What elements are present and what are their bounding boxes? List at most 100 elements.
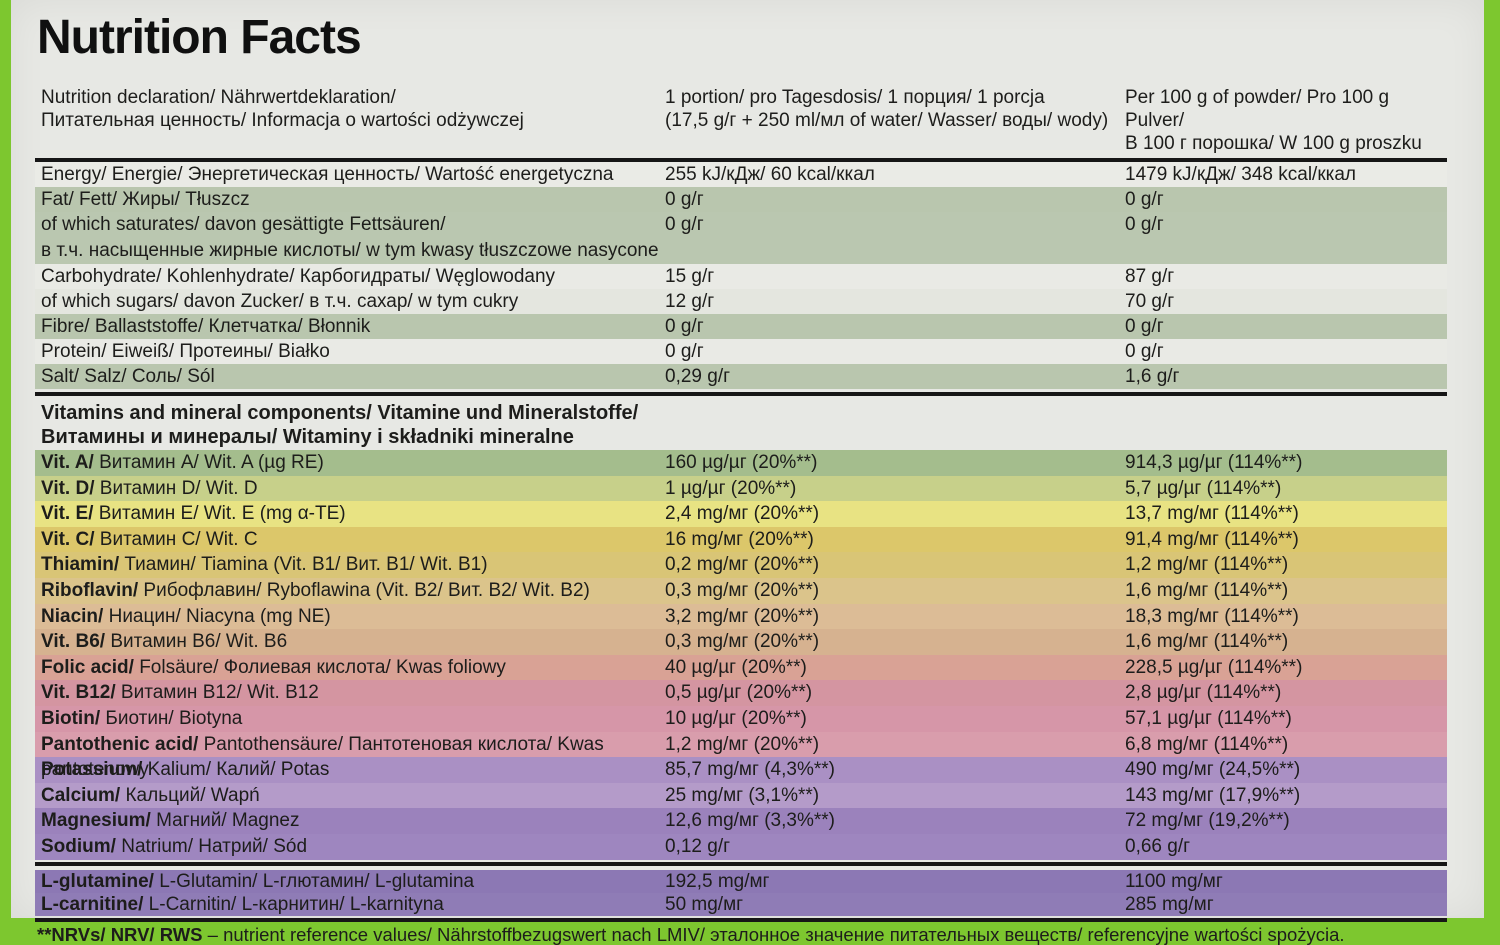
row-label-name: Vit. B12/ <box>41 682 116 704</box>
row-label: Sodium/ Natrium/ Натрий/ Sód <box>35 834 665 860</box>
row-label-rest: Витамин B6/ Wit. B6 <box>105 631 288 653</box>
row-value-per100: 285 mg/мг <box>1125 893 1214 915</box>
row-label-name: Potassium/ <box>41 759 143 781</box>
table-row-potassium: Potassium/ Kalium/ Калий/ Potas 85,7 mg/… <box>35 757 1447 783</box>
row-label: Vit. A/ Витамин A/ Wit. A (µg RE) <box>35 450 665 476</box>
row-value-portion: 255 kJ/кДж/ 60 kcal/ккал <box>665 164 875 185</box>
table-row-vit-b6: Vit. B6/ Витамин B6/ Wit. B6 0,3 mg/мг (… <box>35 629 1447 655</box>
table-row-fibre: Fibre/ Ballaststoffe/ Клетчатка/ Błonnik… <box>35 314 1447 339</box>
row-value-per100: 0 g/г <box>1125 214 1164 235</box>
row-value-portion: 1,2 mg/мг (20%**) <box>665 733 820 755</box>
table-row-vit-c: Vit. C/ Витамин C/ Wit. C 16 mg/мг (20%*… <box>35 526 1447 553</box>
row-value-portion: 0,2 mg/мг (20%**) <box>665 554 820 576</box>
row-value-portion: 12 g/г <box>665 291 715 312</box>
row-value-portion: 0 g/г <box>665 189 704 210</box>
table-row-fat: Fat/ Fett/ Жиры/ Tłuszcz 0 g/г 0 g/г <box>35 187 1447 212</box>
row-label: Protein/ Eiweiß/ Протеины/ Białko <box>41 341 330 362</box>
header-col-per100: Per 100 g of powder/ Pro 100 g Pulver/ В… <box>1125 86 1447 155</box>
table-row-sodium: Sodium/ Natrium/ Натрий/ Sód 0,12 g/г 0,… <box>35 833 1447 860</box>
row-label-rest: Pantothensäure/ Пантотеновая кислота/ Kw… <box>41 733 604 781</box>
row-value-per100: 70 g/г <box>1125 291 1175 312</box>
row-label-rest: Ниацин/ Niacyna (mg NE) <box>103 605 331 627</box>
table-row-biotin: Biotin/ Биотин/ Biotyna 10 µg/µг (20%**)… <box>35 705 1447 732</box>
row-label: Pantothenic acid/ Pantothensäure/ Пантот… <box>35 732 665 783</box>
divider-rule <box>35 392 1447 396</box>
table-row-folic-acid: Folic acid/ Folsäure/ Фолиевая кислота/ … <box>35 654 1447 681</box>
row-value-per100: 5,7 µg/µг (114%**) <box>1125 477 1282 499</box>
row-value-per100: 1100 mg/мг <box>1125 870 1223 892</box>
row-label: Energy/ Energie/ Энергетическая ценность… <box>41 164 614 185</box>
row-value-portion: 15 g/г <box>665 266 715 287</box>
row-value-per100: 87 g/г <box>1125 266 1175 287</box>
row-value-per100: 1,2 mg/мг (114%**) <box>1125 554 1289 576</box>
row-label-name: Vit. C/ <box>41 528 95 550</box>
row-label-rest: Рибофлавин/ Ryboflawina (Vit. B2/ Вит. B… <box>138 579 590 601</box>
vitamins-section-header: Vitamins and mineral components/ Vitamin… <box>35 396 1447 450</box>
table-row-magnesium: Magnesium/ Магний/ Magnez 12,6 mg/мг (3,… <box>35 808 1447 834</box>
row-value-portion: 0,3 mg/мг (20%**) <box>665 579 820 601</box>
row-label: Vit. D/ Витамин D/ Wit. D <box>35 476 665 502</box>
row-value-portion: 16 mg/мг (20%**) <box>665 528 814 550</box>
row-value-per100: 0 g/г <box>1125 189 1164 210</box>
row-value-per100: 228,5 µg/µг (114%**) <box>1125 656 1303 678</box>
row-label: L-glutamine/ L-Glutamin/ L-глютамин/ L-g… <box>35 870 665 893</box>
row-value-per100: 0 g/г <box>1125 341 1164 362</box>
row-value-portion: 0,12 g/г <box>665 835 731 857</box>
row-label-rest: Кальций/ Wapń <box>120 784 260 806</box>
table-row-pantothenic-acid: Pantothenic acid/ Pantothensäure/ Пантот… <box>35 731 1447 780</box>
table-row-salt: Salt/ Salz/ Соль/ Sól 0,29 g/г 1,6 g/г <box>35 364 1447 389</box>
row-label: Calcium/ Кальций/ Wapń <box>35 783 665 809</box>
header-portion-line1: 1 portion/ pro Tagesdosis/ 1 порция/ 1 p… <box>665 87 1045 108</box>
row-label-name: Vit. D/ <box>41 477 95 499</box>
divider-rule <box>35 917 1447 922</box>
header-per100-line2: В 100 г порошка/ W 100 g proszku <box>1125 133 1422 154</box>
table-row-thiamin: Thiamin/ Тиамин/ Tiamina (Vit. B1/ Вит. … <box>35 552 1447 578</box>
row-label: Riboflavin/ Рибофлавин/ Ryboflawina (Vit… <box>35 578 665 604</box>
row-label-name: Thiamin/ <box>41 554 120 576</box>
table-row-saturates: of which saturates/ davon gesättigte Fet… <box>35 212 1447 264</box>
row-value-per100: 72 mg/мг (19,2%**) <box>1125 810 1290 832</box>
row-value-per100: 57,1 µg/µг (114%**) <box>1125 707 1292 729</box>
table-row-riboflavin: Riboflavin/ Рибофлавин/ Ryboflawina (Vit… <box>35 577 1447 604</box>
row-label-rest: Витамин C/ Wit. C <box>94 528 258 550</box>
table-header-row: Nutrition declaration/ Nährwertdeklarati… <box>35 86 1447 155</box>
row-label-line1: of which saturates/ davon gesättigte Fet… <box>41 214 446 235</box>
row-value-per100: 1,6 g/г <box>1125 366 1180 387</box>
table-row-sugars: of which sugars/ davon Zucker/ в т.ч. са… <box>35 289 1447 314</box>
row-label: Salt/ Salz/ Соль/ Sól <box>41 366 215 387</box>
row-label-name: Vit. E/ <box>41 503 94 525</box>
header-per100-line1: Per 100 g of powder/ Pro 100 g Pulver/ <box>1125 87 1390 131</box>
table-row-energy: Energy/ Energie/ Энергетическая ценность… <box>35 162 1447 187</box>
vitamins-header-line1: Vitamins and mineral components/ Vitamin… <box>41 402 639 424</box>
row-value-portion: 192,5 mg/мг <box>665 870 770 892</box>
row-value-per100: 13,7 mg/мг (114%**) <box>1125 503 1299 525</box>
row-value-portion: 0,29 g/г <box>665 366 731 387</box>
row-label-name: Folic acid/ <box>41 656 134 678</box>
row-value-portion: 2,4 mg/мг (20%**) <box>665 503 820 525</box>
row-value-per100: 1479 kJ/кДж/ 348 kcal/ккал <box>1125 164 1357 185</box>
row-label-rest: Магний/ Magnez <box>150 810 300 832</box>
nutrition-label: Nutrition Facts Nutrition declaration/ N… <box>35 0 1447 945</box>
row-label: Thiamin/ Тиамин/ Tiamina (Vit. B1/ Вит. … <box>35 552 665 578</box>
row-value-portion: 3,2 mg/мг (20%**) <box>665 605 820 627</box>
row-label: Magnesium/ Магний/ Magnez <box>35 808 665 834</box>
row-label: Biotin/ Биотин/ Biotyna <box>35 706 665 732</box>
row-value-per100: 0 g/г <box>1125 316 1164 337</box>
row-value-per100: 91,4 mg/мг (114%**) <box>1125 528 1299 550</box>
table-row-calcium: Calcium/ Кальций/ Wapń 25 mg/мг (3,1%**)… <box>35 782 1447 809</box>
row-label-name: Calcium/ <box>41 784 121 806</box>
row-label-name: Magnesium/ <box>41 810 151 832</box>
row-label-rest: Kalium/ Калий/ Potas <box>142 759 330 781</box>
table-row-l-glutamine: L-glutamine/ L-Glutamin/ L-глютамин/ L-g… <box>35 869 1447 893</box>
row-value-portion: 160 µg/µг (20%**) <box>665 452 818 473</box>
table-row-niacin: Niacin/ Ниацин/ Niacyna (mg NE) 3,2 mg/м… <box>35 603 1447 630</box>
row-label-name: Niacin/ <box>41 605 104 627</box>
row-value-per100: 1,6 mg/мг (114%**) <box>1125 579 1289 601</box>
row-label-rest: Тиамин/ Tiamina (Vit. B1/ Вит. B1/ Wit. … <box>119 554 488 576</box>
row-label-rest: Биотин/ Biotyna <box>100 707 243 729</box>
row-label: Vit. B6/ Витамин B6/ Wit. B6 <box>35 629 665 655</box>
row-value-per100: 490 mg/мг (24,5%**) <box>1125 759 1301 781</box>
row-label-rest: L-Glutamin/ L-глютамин/ L-glutamina <box>153 870 475 892</box>
row-value-portion: 12,6 mg/мг (3,3%**) <box>665 810 835 832</box>
row-label: of which saturates/ davon gesättigte Fet… <box>35 212 665 264</box>
